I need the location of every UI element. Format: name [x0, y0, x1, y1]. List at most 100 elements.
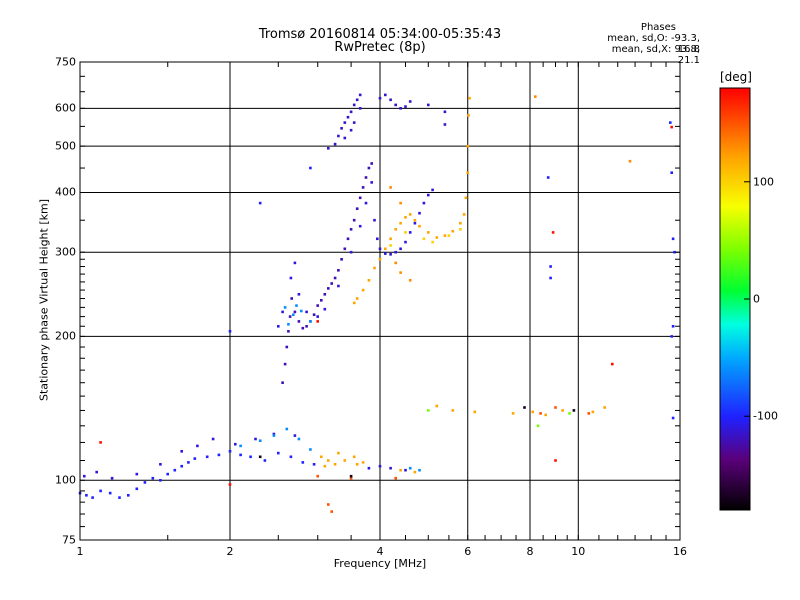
data-point: [277, 451, 280, 455]
data-point: [568, 412, 571, 415]
data-point: [285, 345, 289, 349]
data-point: [394, 250, 397, 254]
colorbar-ticks: [744, 181, 750, 417]
data-point: [173, 468, 177, 472]
data-point: [536, 424, 540, 428]
data-point: [340, 127, 343, 130]
data-point: [358, 107, 362, 110]
data-point: [312, 313, 316, 316]
data-point: [364, 176, 368, 179]
data-point: [408, 231, 412, 234]
data-point: [551, 231, 555, 234]
data-point: [399, 107, 402, 110]
data-point: [287, 323, 290, 326]
data-point: [349, 476, 353, 480]
data-point: [135, 487, 139, 491]
data-point: [135, 472, 139, 476]
data-point: [293, 310, 297, 314]
phases-title: Phases: [640, 22, 676, 33]
data-point: [389, 466, 392, 470]
data-point: [287, 330, 290, 333]
data-points: [78, 93, 676, 513]
data-point: [404, 231, 407, 234]
data-point: [427, 193, 430, 197]
data-point: [297, 320, 301, 323]
data-point: [549, 265, 552, 268]
data-point: [228, 330, 232, 333]
colorbar-label: [deg]: [720, 70, 752, 84]
data-point: [671, 237, 675, 241]
data-point: [539, 412, 542, 415]
data-point: [295, 304, 298, 307]
data-point: [234, 442, 237, 446]
data-point: [193, 457, 197, 460]
data-point: [427, 409, 430, 412]
data-point: [118, 496, 121, 499]
data-point: [289, 276, 293, 280]
data-point: [320, 455, 323, 459]
data-point: [370, 181, 373, 184]
data-point: [355, 463, 359, 466]
data-point: [323, 307, 327, 311]
data-point: [316, 304, 319, 307]
data-point: [587, 412, 591, 415]
data-point: [394, 103, 397, 107]
data-point: [523, 406, 526, 409]
data-point: [408, 213, 412, 216]
data-point: [352, 301, 356, 305]
data-point: [312, 463, 316, 466]
data-point: [364, 201, 368, 205]
data-point: [473, 410, 477, 414]
data-point: [239, 444, 242, 448]
data-point: [408, 466, 412, 470]
data-point: [467, 114, 470, 117]
data-point: [554, 459, 557, 462]
data-point: [277, 325, 280, 328]
data-point: [435, 236, 439, 239]
data-point: [466, 171, 469, 174]
data-point: [258, 455, 262, 459]
data-point: [352, 121, 356, 124]
x-tick-label: 16: [673, 545, 687, 558]
data-point: [352, 455, 356, 459]
data-point: [404, 216, 407, 219]
data-point: [367, 466, 371, 470]
data-point: [305, 325, 308, 328]
data-point: [378, 258, 382, 261]
data-point: [254, 437, 257, 441]
data-point: [561, 409, 564, 412]
data-point: [187, 461, 190, 464]
data-point: [422, 201, 426, 205]
data-point: [394, 261, 397, 265]
data-point: [288, 315, 292, 318]
data-point: [418, 224, 421, 228]
data-point: [99, 489, 102, 493]
data-point: [389, 244, 392, 247]
data-point: [352, 218, 356, 222]
y-tick-label: 500: [55, 139, 76, 153]
data-point: [611, 362, 614, 366]
y-tick-label: 750: [55, 55, 76, 69]
y-axis-label: Stationary phase Virtual Height [km]: [37, 198, 51, 402]
data-point: [327, 147, 330, 150]
data-point: [358, 93, 362, 97]
x-tick-label: 4: [376, 545, 384, 558]
data-point: [333, 463, 337, 466]
data-point: [180, 450, 183, 453]
data-point: [309, 320, 312, 323]
data-point: [511, 412, 515, 415]
data-point: [408, 100, 412, 103]
chart-title: Tromsø 20160814 05:34:00-05:35:43: [258, 27, 502, 42]
data-point: [151, 476, 155, 480]
data-point: [389, 237, 392, 241]
data-point: [300, 309, 303, 313]
y-tick-label: 200: [55, 329, 76, 343]
data-point: [95, 470, 98, 474]
y-tick-label: 400: [55, 185, 76, 199]
data-point: [143, 481, 147, 484]
data-point: [327, 287, 330, 290]
x-tick-label: 1: [76, 545, 84, 558]
data-point: [673, 250, 676, 254]
data-point: [413, 470, 417, 474]
data-point: [373, 266, 376, 270]
